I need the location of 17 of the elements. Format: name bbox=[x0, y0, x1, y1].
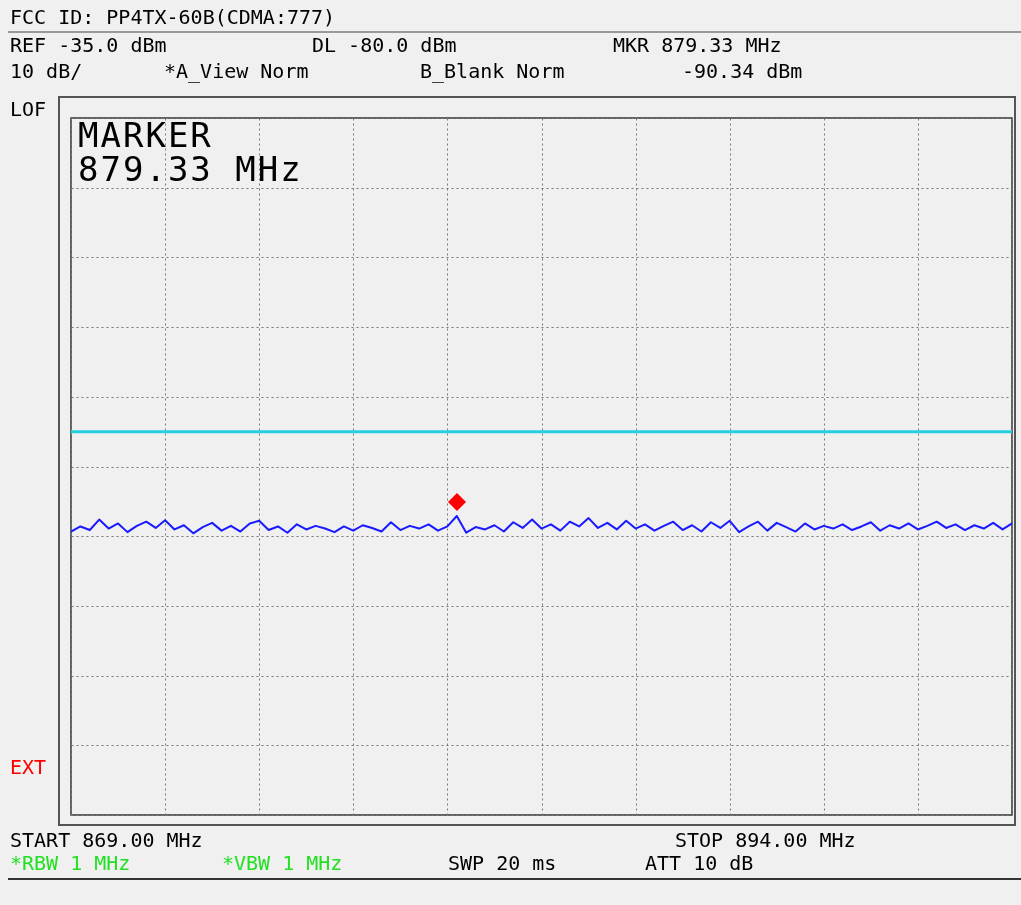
text: *A_View Norm bbox=[164, 59, 309, 83]
text: DL -80.0 dBm bbox=[312, 33, 457, 57]
text: ATT 10 dB bbox=[645, 851, 754, 875]
text: 10 dB/ bbox=[10, 59, 83, 83]
text: *VBW 1 MHz bbox=[222, 851, 343, 875]
text: REF -35.0 dBm bbox=[10, 33, 167, 57]
annotation: MARKER 879.33 MHz bbox=[78, 115, 303, 189]
text: B_Blank Norm bbox=[420, 59, 565, 83]
text: -90.34 dBm bbox=[682, 59, 803, 83]
text: STOP 894.00 MHz bbox=[675, 828, 856, 852]
text: SWP 20 ms bbox=[448, 851, 557, 875]
text: MKR 879.33 MHz bbox=[613, 33, 782, 57]
text: START 869.00 MHz bbox=[10, 828, 203, 852]
chart-title: FCC ID: PP4TX-60B(CDMA:777) bbox=[10, 5, 336, 29]
text: EXT bbox=[10, 755, 47, 779]
text: *RBW 1 MHz bbox=[10, 851, 131, 875]
text: LOF bbox=[10, 97, 47, 121]
